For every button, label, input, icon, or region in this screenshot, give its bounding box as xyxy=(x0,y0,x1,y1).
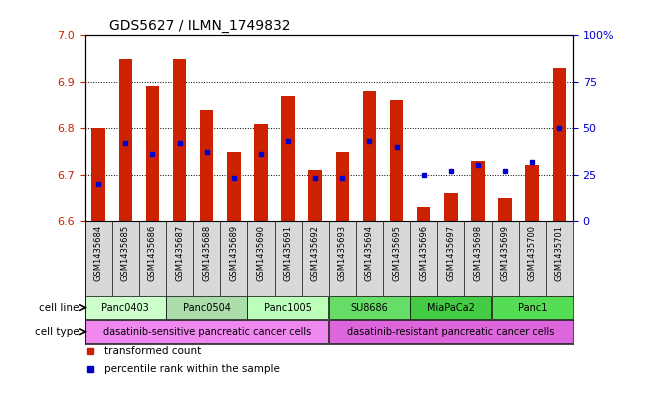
Text: SU8686: SU8686 xyxy=(351,303,388,312)
Bar xyxy=(166,296,247,319)
Bar xyxy=(553,68,566,221)
Bar xyxy=(85,320,329,343)
Bar xyxy=(281,96,295,221)
Bar xyxy=(247,296,329,319)
Text: GSM1435694: GSM1435694 xyxy=(365,225,374,281)
Bar xyxy=(410,296,492,319)
Text: Panc0504: Panc0504 xyxy=(183,303,230,312)
Text: GSM1435685: GSM1435685 xyxy=(121,225,130,281)
Bar xyxy=(146,86,159,221)
Bar xyxy=(329,296,410,319)
Text: GSM1435691: GSM1435691 xyxy=(284,225,292,281)
Text: cell type: cell type xyxy=(35,327,79,337)
Text: GSM1435700: GSM1435700 xyxy=(528,225,536,281)
Text: Panc1005: Panc1005 xyxy=(264,303,312,312)
Bar xyxy=(363,91,376,221)
Bar xyxy=(335,152,349,221)
Text: cell line: cell line xyxy=(39,303,79,312)
Text: Panc0403: Panc0403 xyxy=(102,303,149,312)
Text: GSM1435697: GSM1435697 xyxy=(447,225,455,281)
Bar xyxy=(498,198,512,221)
Bar xyxy=(254,124,268,221)
Bar xyxy=(200,110,214,221)
Text: GSM1435692: GSM1435692 xyxy=(311,225,320,281)
Text: dasatinib-sensitive pancreatic cancer cells: dasatinib-sensitive pancreatic cancer ce… xyxy=(103,327,311,337)
Text: GSM1435684: GSM1435684 xyxy=(94,225,103,281)
Bar xyxy=(227,152,241,221)
Text: GSM1435693: GSM1435693 xyxy=(338,225,347,281)
Text: MiaPaCa2: MiaPaCa2 xyxy=(427,303,475,312)
Text: transformed count: transformed count xyxy=(104,346,201,356)
Bar xyxy=(329,320,573,343)
Text: GSM1435688: GSM1435688 xyxy=(202,225,211,281)
Text: GSM1435696: GSM1435696 xyxy=(419,225,428,281)
Bar xyxy=(85,296,166,319)
Text: GSM1435699: GSM1435699 xyxy=(501,225,510,281)
Text: GSM1435701: GSM1435701 xyxy=(555,225,564,281)
Text: GSM1435686: GSM1435686 xyxy=(148,225,157,281)
Bar xyxy=(417,207,430,221)
Bar xyxy=(91,128,105,221)
Bar xyxy=(309,170,322,221)
Bar xyxy=(471,161,485,221)
Text: GSM1435687: GSM1435687 xyxy=(175,225,184,281)
Text: percentile rank within the sample: percentile rank within the sample xyxy=(104,364,280,374)
Bar xyxy=(444,193,458,221)
Bar xyxy=(525,165,539,221)
Bar xyxy=(173,59,186,221)
Bar xyxy=(492,296,573,319)
Text: Panc1: Panc1 xyxy=(518,303,547,312)
Text: GSM1435695: GSM1435695 xyxy=(392,225,401,281)
Text: GDS5627 / ILMN_1749832: GDS5627 / ILMN_1749832 xyxy=(109,19,290,33)
Text: GSM1435689: GSM1435689 xyxy=(229,225,238,281)
Bar xyxy=(118,59,132,221)
Text: GSM1435698: GSM1435698 xyxy=(473,225,482,281)
Bar xyxy=(390,100,404,221)
Text: GSM1435690: GSM1435690 xyxy=(256,225,266,281)
Text: dasatinib-resistant pancreatic cancer cells: dasatinib-resistant pancreatic cancer ce… xyxy=(347,327,555,337)
